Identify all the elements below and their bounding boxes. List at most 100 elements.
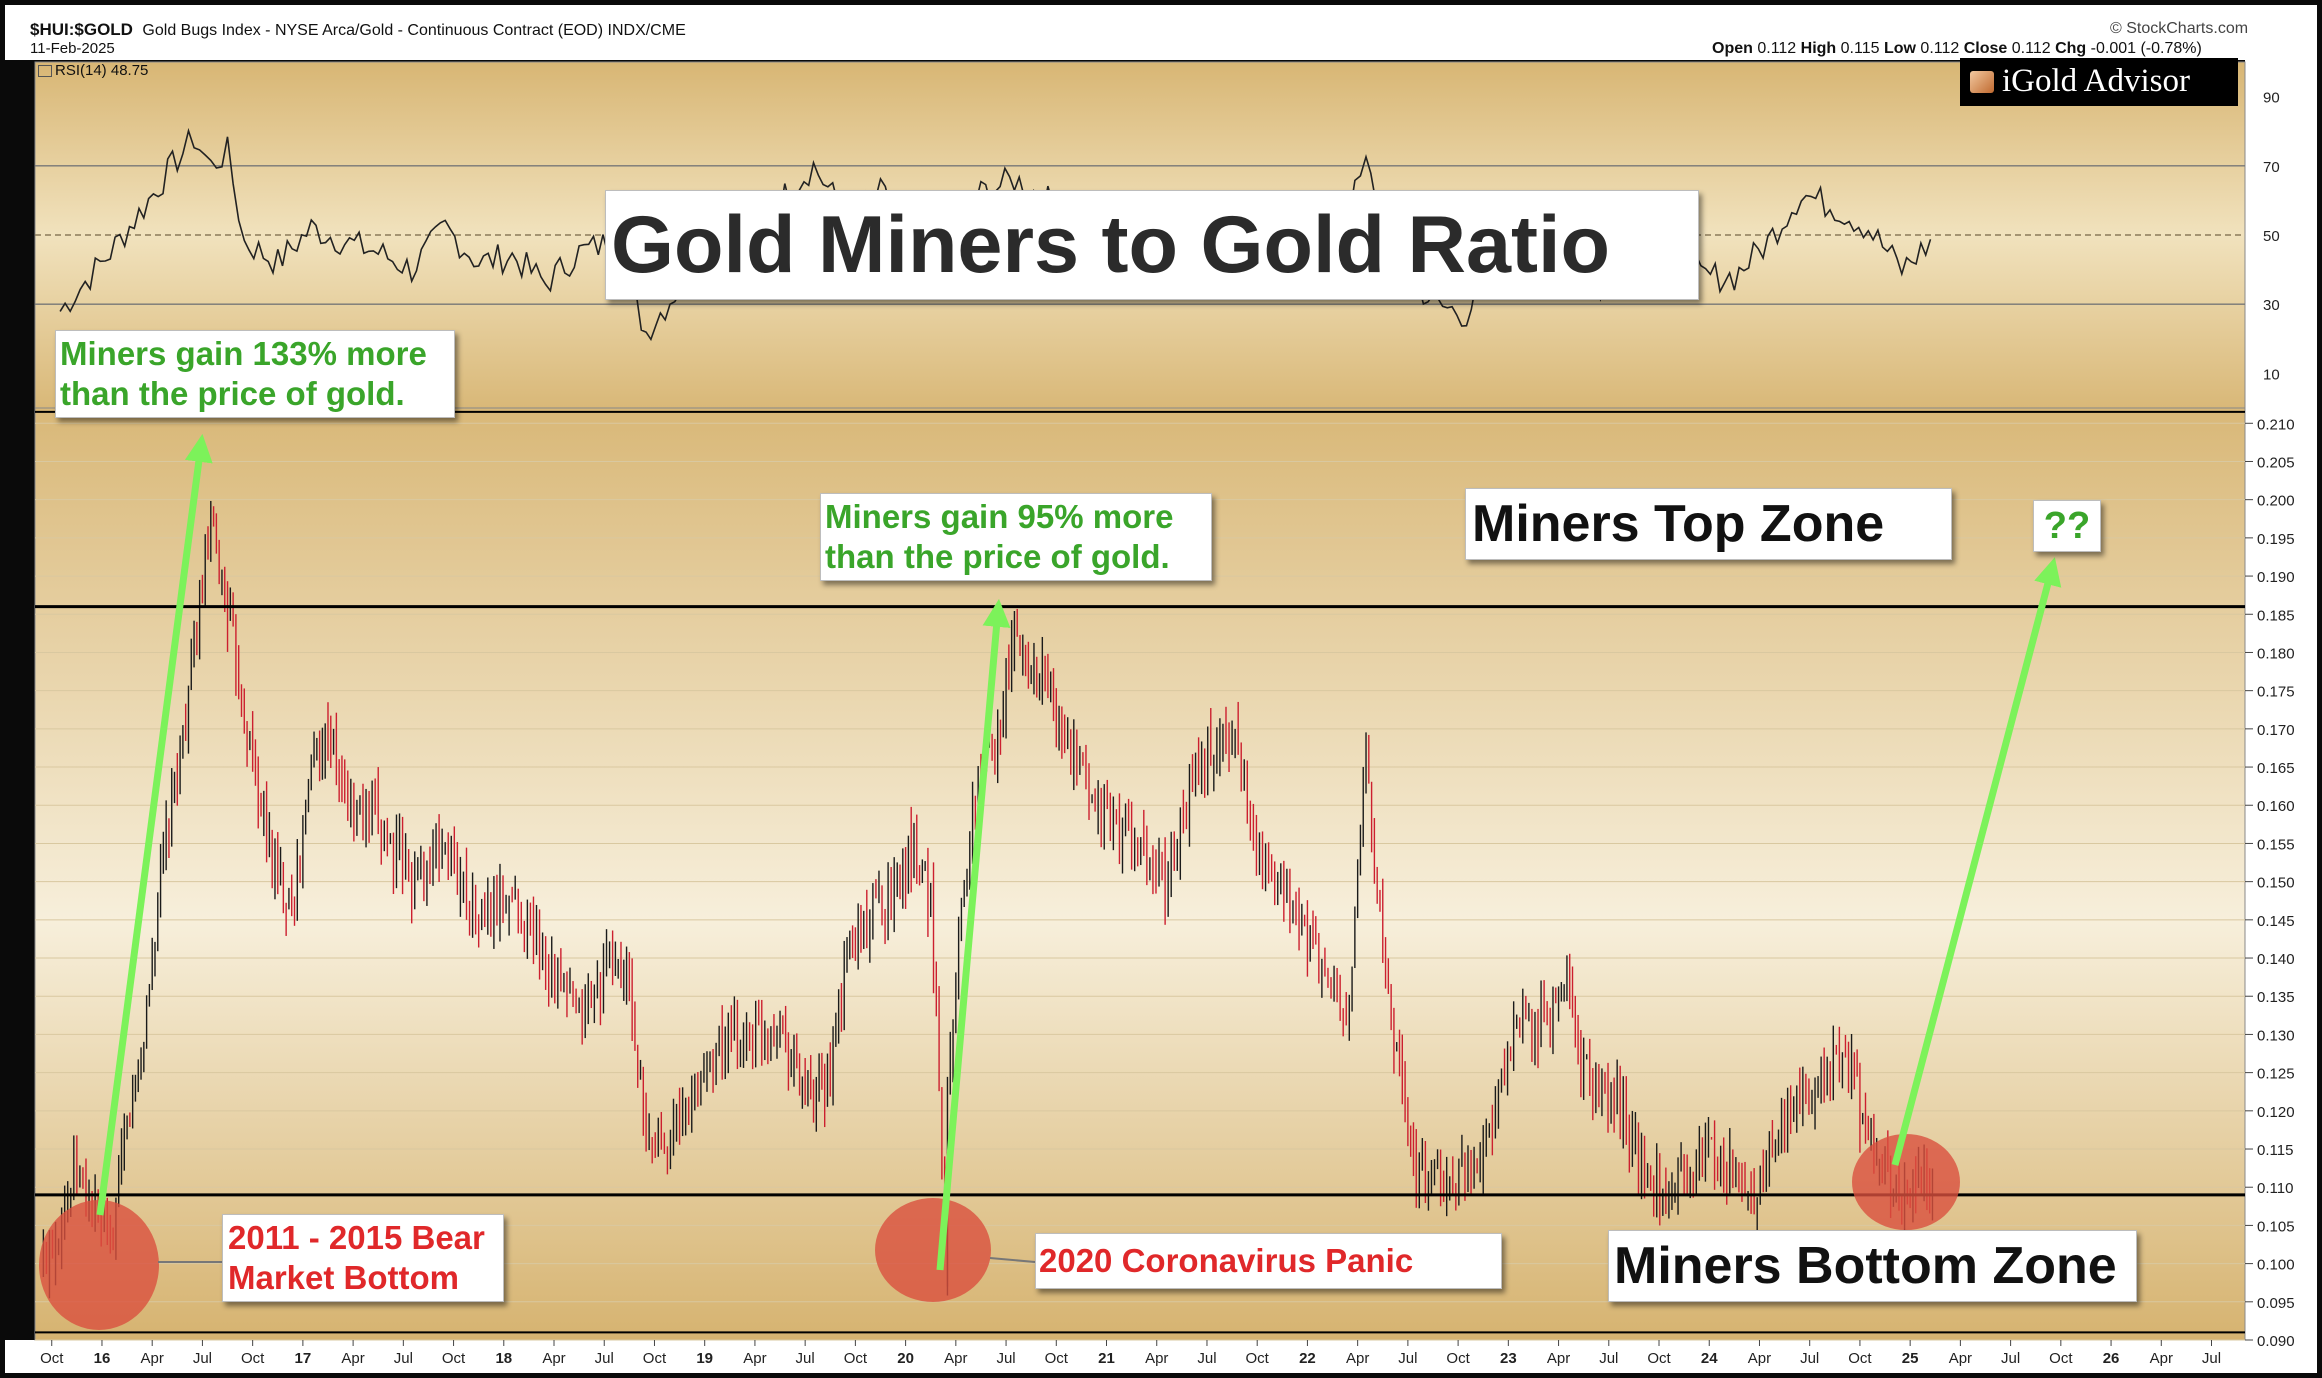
x-tick-label: Apr (1547, 1350, 1570, 1367)
circle-2015-bottom (39, 1200, 159, 1330)
y-tick-label: 0.105 (2257, 1218, 2295, 1235)
y-tick-label: 0.130 (2257, 1027, 2295, 1044)
question-label: ?? (2043, 505, 2091, 547)
x-tick-label: Jul (796, 1350, 815, 1367)
x-tick-label: Jul (1197, 1350, 1216, 1367)
x-tick-label: 24 (1701, 1350, 1718, 1367)
y-tick-label: 0.200 (2257, 493, 2295, 510)
x-tick-label: Jul (193, 1350, 212, 1367)
y-tick-label: 0.095 (2257, 1295, 2295, 1312)
gain-2020-line1: Miners gain 95% more (825, 498, 1174, 535)
rsi-tick-label: 90 (2263, 90, 2280, 107)
gain-2016-line1: Miners gain 133% more (60, 335, 427, 372)
x-tick-label: Apr (542, 1350, 565, 1367)
gain-2016-box: Miners gain 133% more than the price of … (55, 330, 455, 418)
open-value: 0.112 (1757, 40, 1797, 57)
x-tick-label: Apr (1748, 1350, 1771, 1367)
x-tick-label: Oct (1647, 1350, 1671, 1367)
x-tick-label: 26 (2103, 1350, 2120, 1367)
x-tick-label: 23 (1500, 1350, 1517, 1367)
x-tick-label: Apr (743, 1350, 766, 1367)
x-tick-label: Jul (1800, 1350, 1819, 1367)
chart-date: 11-Feb-2025 (30, 40, 115, 57)
corona-box: 2020 Coronavirus Panic (1035, 1233, 1502, 1289)
y-tick-label: 0.115 (2257, 1142, 2293, 1159)
bear-bottom-line1: 2011 - 2015 Bear (228, 1219, 485, 1256)
logo-brand-a: iGold (2002, 63, 2078, 99)
y-tick-label: 0.155 (2257, 836, 2295, 853)
close-value: 0.112 (2011, 40, 2051, 57)
x-tick-label: 16 (94, 1350, 111, 1367)
y-tick-label: 0.125 (2257, 1066, 2295, 1083)
gain-2016-line2: than the price of gold. (60, 375, 405, 412)
x-tick-label: Jul (1398, 1350, 1417, 1367)
x-tick-label: Apr (1346, 1350, 1369, 1367)
arrow-2020-rally (936, 598, 1011, 1271)
connector-corona (989, 1257, 1036, 1263)
low-value: 0.112 (1920, 40, 1960, 57)
y-tick-label: 0.175 (2257, 684, 2295, 701)
top-zone-box: Miners Top Zone (1465, 488, 1952, 560)
logo-text: iGold Advisor (2002, 63, 2190, 100)
y-tick-label: 0.100 (2257, 1257, 2295, 1274)
x-tick-label: Oct (1045, 1350, 1069, 1367)
title-box: Gold Miners to Gold Ratio (605, 190, 1699, 300)
y-tick-label: 0.165 (2257, 760, 2295, 777)
x-tick-label: 19 (696, 1350, 713, 1367)
x-tick-label: Oct (844, 1350, 868, 1367)
x-tick-labels: Oct 16 Apr Jul Oct 17 Apr Jul Oct 18 Apr Jul Oct 19 Ap… (40, 1350, 2221, 1367)
circle-2025 (1852, 1134, 1960, 1230)
circle-2020-panic (875, 1198, 991, 1302)
x-tick-label: Jul (394, 1350, 413, 1367)
x-tick-label: 21 (1098, 1350, 1115, 1367)
rsi-legend-swatch (38, 65, 52, 78)
high-label: High (1800, 40, 1837, 57)
x-tick-label: Apr (1145, 1350, 1168, 1367)
corona-label: 2020 Coronavirus Panic (1039, 1242, 1414, 1279)
source-credit: © StockCharts.com (2110, 20, 2249, 37)
x-tick-label: Oct (1446, 1350, 1470, 1367)
y-tick-label: 0.170 (2257, 722, 2295, 739)
rsi-label: RSI(14) 48.75 (38, 62, 148, 79)
x-tick-label: Jul (2202, 1350, 2221, 1367)
igold-advisor-logo: iGold Advisor (1960, 58, 2238, 106)
y-tick-label: 0.150 (2257, 875, 2295, 892)
x-tick-label: Jul (996, 1350, 1015, 1367)
bear-bottom-box: 2011 - 2015 Bear Market Bottom (222, 1214, 504, 1302)
y-tick-label: 0.160 (2257, 798, 2295, 815)
chg-value: -0.001 (-0.78%) (2090, 40, 2202, 57)
chart-header-line1: $HUI:$GOLD Gold Bugs Index - NYSE Arca/G… (30, 20, 686, 40)
chg-label: Chg (2055, 40, 2087, 57)
x-tick-label: 22 (1299, 1350, 1316, 1367)
y-tick-label: 0.135 (2257, 989, 2295, 1006)
gain-2020-line2: than the price of gold. (825, 538, 1170, 575)
rsi-tick-label: 70 (2263, 159, 2280, 176)
x-tick-label: Apr (141, 1350, 164, 1367)
x-tick-label: Oct (241, 1350, 265, 1367)
y-tick-label: 0.205 (2257, 454, 2295, 471)
x-tick-label: Apr (2150, 1350, 2173, 1367)
x-tick-label: 25 (1902, 1350, 1919, 1367)
bottom-zone-box: Miners Bottom Zone (1608, 1230, 2137, 1302)
low-label: Low (1883, 40, 1916, 57)
chart-title: Gold Miners to Gold Ratio (611, 200, 1610, 290)
ohlc-readout: Open 0.112 High 0.115 Low 0.112 Close 0.… (1712, 40, 2202, 58)
x-tick-label: Oct (643, 1350, 667, 1367)
question-box: ?? (2033, 500, 2101, 552)
rsi-tick-label: 30 (2263, 297, 2280, 314)
symbol: $HUI:$GOLD (30, 20, 133, 39)
gain-2020-box: Miners gain 95% more than the price of g… (820, 493, 1212, 581)
x-tick-label: Apr (341, 1350, 364, 1367)
y-tick-label: 0.090 (2257, 1333, 2295, 1350)
y-tick-label: 0.185 (2257, 607, 2295, 624)
rsi-tick-label: 50 (2263, 228, 2280, 245)
bear-bottom-line2: Market Bottom (228, 1259, 460, 1296)
open-label: Open (1712, 40, 1753, 57)
y-tick-label: 0.110 (2257, 1180, 2293, 1197)
y-tick-label: 0.210 (2257, 416, 2295, 433)
x-tick-label: Oct (1246, 1350, 1270, 1367)
x-tick-label: Jul (1599, 1350, 1618, 1367)
rsi-tick-label: 10 (2263, 366, 2280, 383)
logo-gold-bar-icon (1970, 71, 1994, 93)
